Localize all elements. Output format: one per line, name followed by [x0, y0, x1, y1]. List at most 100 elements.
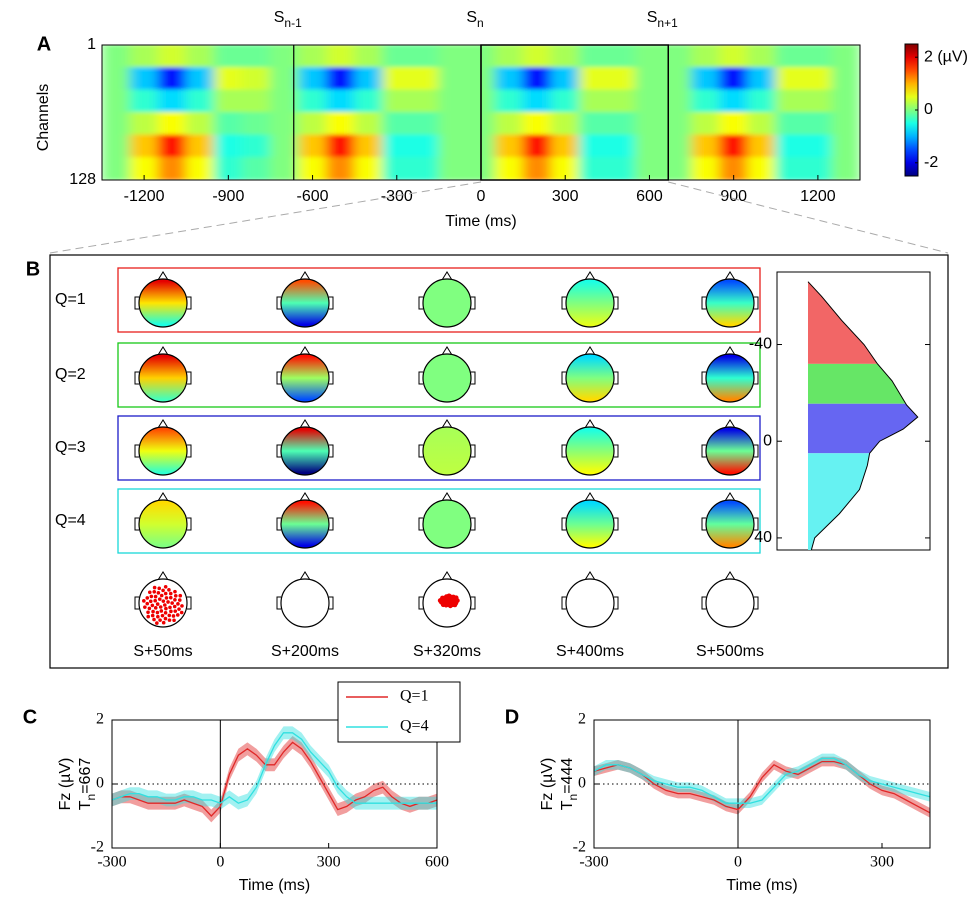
- heatmap-cell: [213, 45, 243, 68]
- electrode: [167, 588, 171, 592]
- electrode: [152, 617, 156, 622]
- head-nose: [584, 271, 596, 281]
- x-tick-label: 600: [425, 854, 449, 871]
- colorbar-tick-label: 2 (µV): [924, 48, 968, 65]
- heatmap-cell: [606, 112, 636, 136]
- topomap: [705, 426, 755, 476]
- zoom-line: [668, 181, 949, 254]
- heatmap-cell: [298, 45, 328, 68]
- topomap: [280, 353, 330, 403]
- heatmap-cell: [550, 134, 580, 158]
- series-line: [593, 757, 931, 804]
- heatmap-cell: [691, 67, 721, 91]
- error-band: [594, 753, 930, 808]
- electrode: [145, 596, 150, 600]
- heatmap-cell: [213, 67, 243, 91]
- density-curve: [807, 281, 919, 551]
- quartile-band: [808, 403, 918, 454]
- heatmap-cell: [157, 89, 187, 113]
- electrode: [437, 598, 443, 603]
- colorbar-tick-label: -2: [924, 154, 938, 171]
- row-frame: [117, 342, 761, 408]
- head-ears: [134, 517, 192, 531]
- x-tick-label: -300: [381, 188, 413, 205]
- stimulus-label-sub: n-1: [284, 16, 302, 30]
- x-tick-label: 300: [870, 854, 894, 871]
- head-nose: [724, 571, 736, 581]
- heatmap-cell: [298, 89, 328, 113]
- heatmap-cell: [326, 67, 356, 91]
- electrode: [146, 614, 151, 619]
- x-tick-label: 0: [734, 854, 742, 871]
- electrode: [163, 591, 168, 596]
- head-ears: [134, 371, 192, 385]
- heatmap-cell: [354, 112, 384, 136]
- heatmap-cell: [269, 89, 300, 113]
- stimulus-label-main: S: [647, 9, 658, 26]
- x-tick-label: 300: [552, 188, 579, 205]
- heatmap-cell: [831, 89, 860, 113]
- x-axis-label: Time (ms): [239, 877, 310, 894]
- electrode: [168, 591, 173, 596]
- heatmap-cells: [102, 45, 860, 180]
- heatmap-cell: [354, 157, 384, 180]
- electrode: [161, 620, 166, 625]
- heatmap-cell: [550, 45, 580, 68]
- head-nose: [584, 571, 596, 581]
- electrode: [176, 602, 180, 606]
- electrode: [169, 609, 173, 614]
- electrode: [159, 609, 164, 613]
- heatmap-cell: [747, 134, 777, 158]
- heatmap-cell: [213, 134, 243, 158]
- topomap: [138, 353, 188, 403]
- head-ears: [701, 517, 759, 531]
- electrode: [168, 605, 172, 610]
- heatmap-cell: [747, 112, 777, 136]
- head-ears: [701, 596, 759, 610]
- heatmap-cell: [298, 157, 328, 180]
- heatmap-cell: [775, 89, 805, 113]
- x-tick-label: -300: [579, 854, 608, 871]
- electrode: [155, 621, 159, 625]
- electrode: [163, 611, 168, 615]
- electrode: [180, 604, 184, 608]
- head-ears: [561, 371, 619, 385]
- heatmap-cell: [382, 112, 412, 136]
- head-ears: [276, 371, 334, 385]
- heatmap-cell: [382, 134, 412, 158]
- electrode: [452, 602, 458, 608]
- electrode: [153, 594, 158, 599]
- time-label: S+50ms: [133, 643, 192, 660]
- heatmap-cell: [719, 45, 749, 68]
- x-tick-label: 0: [477, 188, 486, 205]
- heatmap-cell: [382, 157, 412, 180]
- head-nose: [441, 419, 453, 429]
- stimulus-label-main: S: [466, 9, 477, 26]
- head-ears: [701, 444, 759, 458]
- heatmap-cell: [129, 157, 159, 180]
- y-axis-label-2-main: T: [77, 800, 94, 810]
- heatmap-cell: [662, 89, 693, 113]
- y-tick-label: -2: [573, 839, 586, 856]
- heatmap-cell: [606, 134, 636, 158]
- electrode: [155, 610, 160, 615]
- topomap: [565, 353, 615, 403]
- heatmap-cell: [129, 112, 159, 136]
- heatmap-cell: [354, 45, 384, 68]
- head-ears: [701, 296, 759, 310]
- heatmap-cell: [438, 67, 468, 91]
- stimulus-label-main: S: [274, 9, 285, 26]
- stimulus-label: Sn: [466, 9, 483, 30]
- error-band: [112, 736, 437, 823]
- heatmap-cell: [382, 45, 412, 68]
- heatmap-cell: [298, 112, 328, 136]
- heatmap-cell: [662, 157, 693, 180]
- heatmap-cell: [550, 89, 580, 113]
- stimulus-label: Sn-1: [274, 9, 302, 30]
- electrode: [177, 607, 181, 611]
- heatmap-cell: [157, 134, 187, 158]
- heatmap-cell: [803, 112, 833, 136]
- y-tick-label: 2: [96, 711, 104, 728]
- heatmap-cell: [269, 112, 300, 136]
